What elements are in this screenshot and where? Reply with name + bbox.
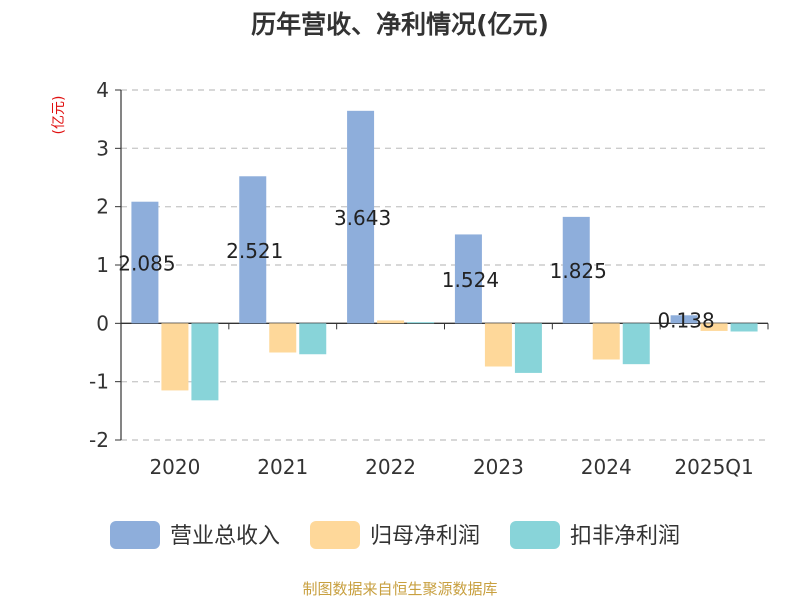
bar-营业总收入-2022 <box>347 110 375 324</box>
legend-swatch <box>110 521 160 549</box>
x-tick-label: 2020 <box>149 455 200 479</box>
x-tick-label: 2023 <box>473 455 524 479</box>
y-tick-label: -2 <box>89 428 109 452</box>
bar-扣非净利润-2021 <box>299 323 327 355</box>
data-labels: 2.085 2.521 3.643 1.524 1.825 0.138 <box>118 206 714 332</box>
y-tick-label: 3 <box>96 136 109 160</box>
legend-label: 归母净利润 <box>370 524 480 549</box>
bar-扣非净利润-2022 <box>407 322 435 324</box>
y-tick-label: -1 <box>89 370 109 394</box>
legend-swatch <box>510 521 560 549</box>
axes: -2 -1 0 1 2 3 4 2020 2021 2022 2023 2024 2025Q1 <box>89 78 769 479</box>
source-note: 制图数据来自恒生聚源数据库 <box>302 580 497 598</box>
bar-扣非净利润-2025Q1 <box>730 323 758 332</box>
bar-营业总收入-2020 <box>131 201 159 324</box>
bar-营业总收入-2024 <box>562 216 590 324</box>
legend-label: 营业总收入 <box>170 524 280 549</box>
y-tick-label: 0 <box>96 311 109 335</box>
bar-归母净利润-2022 <box>377 320 405 324</box>
data-label: 1.524 <box>442 268 499 292</box>
bar-营业总收入-2021 <box>239 176 267 324</box>
y-tick-label: 4 <box>96 78 109 102</box>
bar-归母净利润-2025Q1 <box>700 323 728 331</box>
x-tick-label: 2022 <box>365 455 416 479</box>
data-label: 3.643 <box>334 206 391 230</box>
legend: 营业总收入 归母净利润 扣非净利润 <box>110 521 680 549</box>
bar-扣非净利润-2024 <box>622 323 650 365</box>
data-label: 2.521 <box>226 239 283 263</box>
data-label: 1.825 <box>550 259 607 283</box>
chart-title: 历年营收、净利情况(亿元) <box>251 10 549 39</box>
bar-扣非净利润-2020 <box>191 323 219 401</box>
bars <box>131 110 758 401</box>
bar-归母净利润-2023 <box>484 323 512 367</box>
bar-归母净利润-2020 <box>161 323 189 391</box>
bar-扣非净利润-2023 <box>514 323 542 373</box>
data-label: 2.085 <box>118 252 175 276</box>
data-label: 0.138 <box>657 308 714 332</box>
x-tick-label: 2021 <box>257 455 308 479</box>
bar-营业总收入-2025Q1 <box>670 315 698 324</box>
y-tick-label: 2 <box>96 195 109 219</box>
legend-swatch <box>310 521 360 549</box>
bar-营业总收入-2023 <box>454 234 482 324</box>
x-tick-label: 2024 <box>581 455 632 479</box>
bar-归母净利润-2021 <box>269 323 297 353</box>
y-tick-label: 1 <box>96 253 109 277</box>
grid-lines <box>121 89 768 441</box>
y-axis-unit-label: (亿元) <box>51 96 67 135</box>
bar-归母净利润-2024 <box>592 323 620 360</box>
x-tick-label: 2025Q1 <box>674 455 753 479</box>
legend-label: 扣非净利润 <box>570 524 680 549</box>
